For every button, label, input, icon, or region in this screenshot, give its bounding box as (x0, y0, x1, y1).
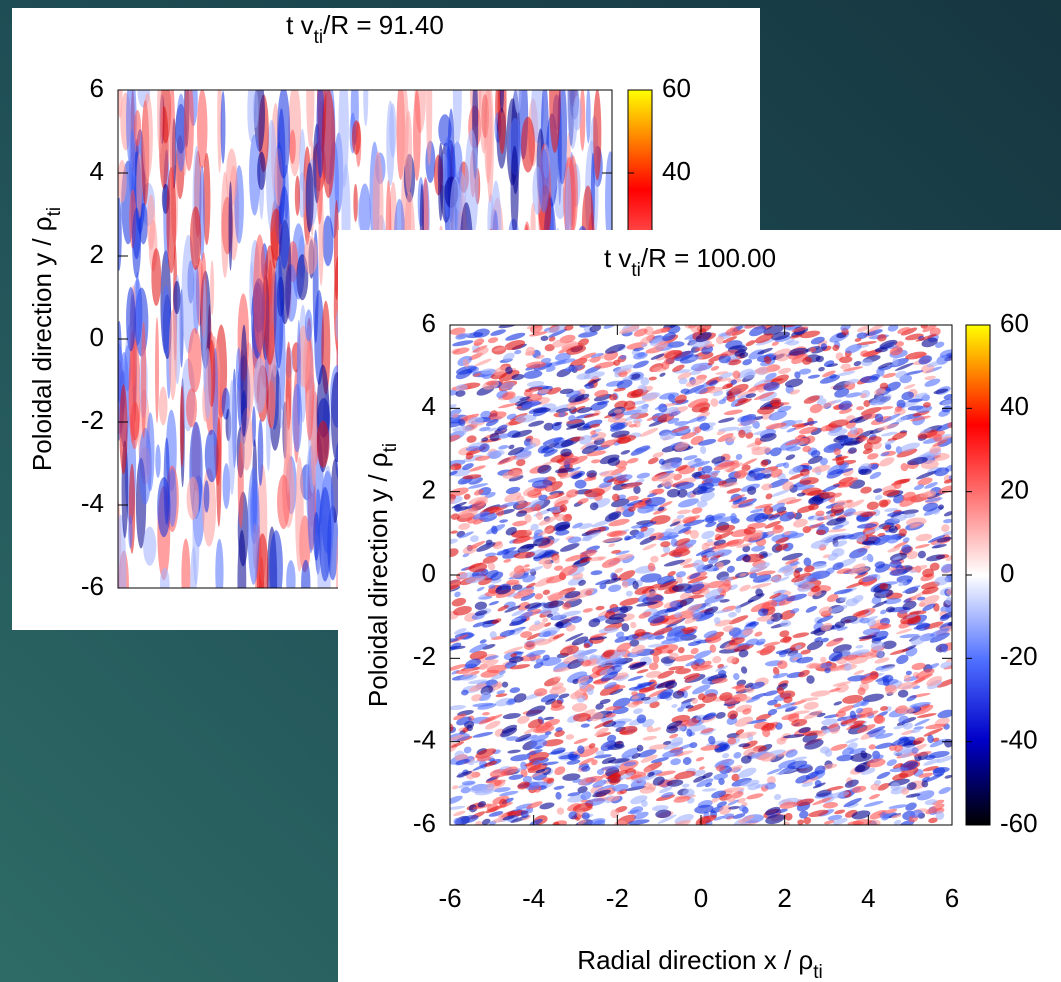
y-tick-label: 0 (90, 322, 104, 352)
x-tick-label: -4 (522, 883, 545, 913)
y-tick-label: -2 (413, 641, 436, 671)
y-tick-label: -2 (81, 405, 104, 435)
x-tick-label: 6 (945, 883, 959, 913)
y-tick-label: 6 (90, 73, 104, 103)
colorbar-tick-label: 60 (1000, 308, 1029, 338)
label-subscript: ti (314, 27, 324, 48)
y-tick-label: 4 (422, 391, 436, 421)
colorbar-tick-label: 60 (662, 73, 691, 103)
label-subscript: ti (380, 443, 401, 453)
label-subscript: ti (631, 260, 641, 281)
y-tick-label: 2 (90, 239, 104, 269)
colorbar-tick-label: -20 (1000, 641, 1038, 671)
label-text: Poloidal direction y / ρ (27, 216, 57, 471)
label-text: Poloidal direction y / ρ (363, 452, 393, 707)
colorbar-tick-label: -60 (1000, 808, 1038, 838)
y-tick-label: -4 (413, 725, 436, 755)
label-text: /R = 91.40 (323, 10, 444, 40)
colorbar-tick-label: 40 (1000, 391, 1029, 421)
y-tick-label: -6 (413, 808, 436, 838)
colorbar-tick-label: 0 (1000, 558, 1014, 588)
label-text: t v (286, 10, 313, 40)
label-text: t v (604, 243, 631, 273)
y-tick-label: 2 (422, 475, 436, 505)
y-tick-label: 4 (90, 156, 104, 186)
colorbar-tick-label: 20 (1000, 475, 1029, 505)
x-tick-label: 4 (861, 883, 875, 913)
x-tick-label: 0 (694, 883, 708, 913)
label-text: /R = 100.00 (641, 243, 776, 273)
field-texture (440, 319, 961, 833)
label-subscript: ti (813, 962, 823, 982)
y-tick-label: 0 (422, 558, 436, 588)
y-tick-label: -6 (81, 571, 104, 601)
colorbar-tick-label: 40 (662, 156, 691, 186)
label-subscript: ti (44, 207, 65, 217)
x-tick-label: -6 (438, 883, 461, 913)
x-tick-label: -2 (606, 883, 629, 913)
panel: -6-4-20246-6-4-20246-60-40-200204060t vt… (338, 230, 1061, 982)
x-tick-label: 2 (777, 883, 791, 913)
colorbar-tick-label: -40 (1000, 725, 1038, 755)
label-text: Radial direction x / ρ (577, 945, 813, 975)
y-tick-label: -4 (81, 488, 104, 518)
y-tick-label: 6 (422, 308, 436, 338)
